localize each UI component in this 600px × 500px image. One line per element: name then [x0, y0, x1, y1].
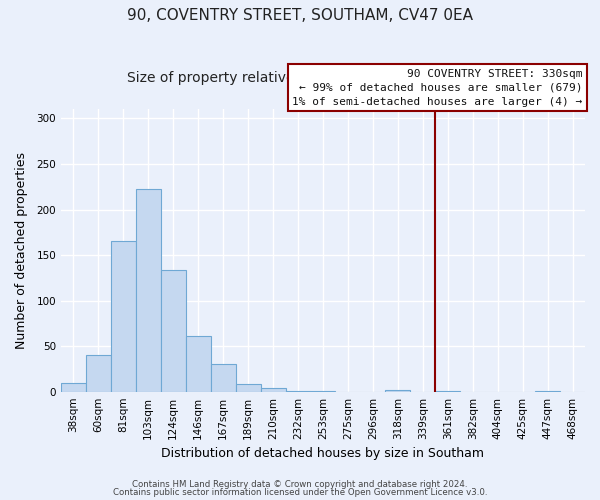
Bar: [535, 391, 560, 392]
Text: Contains public sector information licensed under the Open Government Licence v3: Contains public sector information licen…: [113, 488, 487, 497]
Text: 90 COVENTRY STREET: 330sqm
← 99% of detached houses are smaller (679)
1% of semi: 90 COVENTRY STREET: 330sqm ← 99% of deta…: [292, 68, 583, 106]
Bar: [61, 382, 86, 392]
Bar: [136, 190, 161, 392]
Bar: [260, 388, 286, 392]
Title: Size of property relative to detached houses in Southam: Size of property relative to detached ho…: [127, 70, 519, 85]
Bar: [286, 391, 310, 392]
Bar: [186, 336, 211, 392]
Bar: [310, 391, 335, 392]
Text: Contains HM Land Registry data © Crown copyright and database right 2024.: Contains HM Land Registry data © Crown c…: [132, 480, 468, 489]
Bar: [111, 242, 136, 392]
Bar: [236, 384, 260, 392]
Bar: [385, 390, 410, 392]
Bar: [86, 356, 111, 392]
Bar: [435, 391, 460, 392]
Y-axis label: Number of detached properties: Number of detached properties: [15, 152, 28, 349]
Bar: [161, 270, 186, 392]
Text: 90, COVENTRY STREET, SOUTHAM, CV47 0EA: 90, COVENTRY STREET, SOUTHAM, CV47 0EA: [127, 8, 473, 22]
X-axis label: Distribution of detached houses by size in Southam: Distribution of detached houses by size …: [161, 447, 484, 460]
Bar: [211, 364, 236, 392]
